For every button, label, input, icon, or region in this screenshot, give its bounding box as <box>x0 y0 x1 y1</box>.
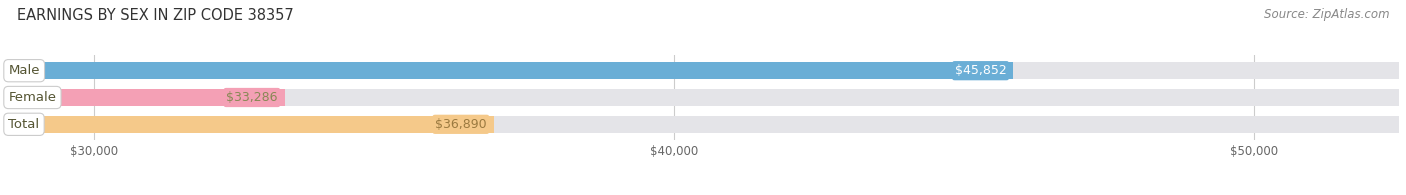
Text: $36,890: $36,890 <box>434 118 486 131</box>
Text: Total: Total <box>8 118 39 131</box>
Text: $45,852: $45,852 <box>955 64 1007 77</box>
Text: EARNINGS BY SEX IN ZIP CODE 38357: EARNINGS BY SEX IN ZIP CODE 38357 <box>17 8 294 23</box>
Bar <box>7 116 1399 133</box>
Bar <box>7 116 494 133</box>
Text: Female: Female <box>8 91 56 104</box>
Text: $33,286: $33,286 <box>226 91 277 104</box>
Text: Source: ZipAtlas.com: Source: ZipAtlas.com <box>1264 8 1389 21</box>
Bar <box>7 89 1399 106</box>
Bar <box>7 89 284 106</box>
Text: Male: Male <box>8 64 39 77</box>
Bar <box>7 62 1399 79</box>
Bar <box>7 62 1014 79</box>
